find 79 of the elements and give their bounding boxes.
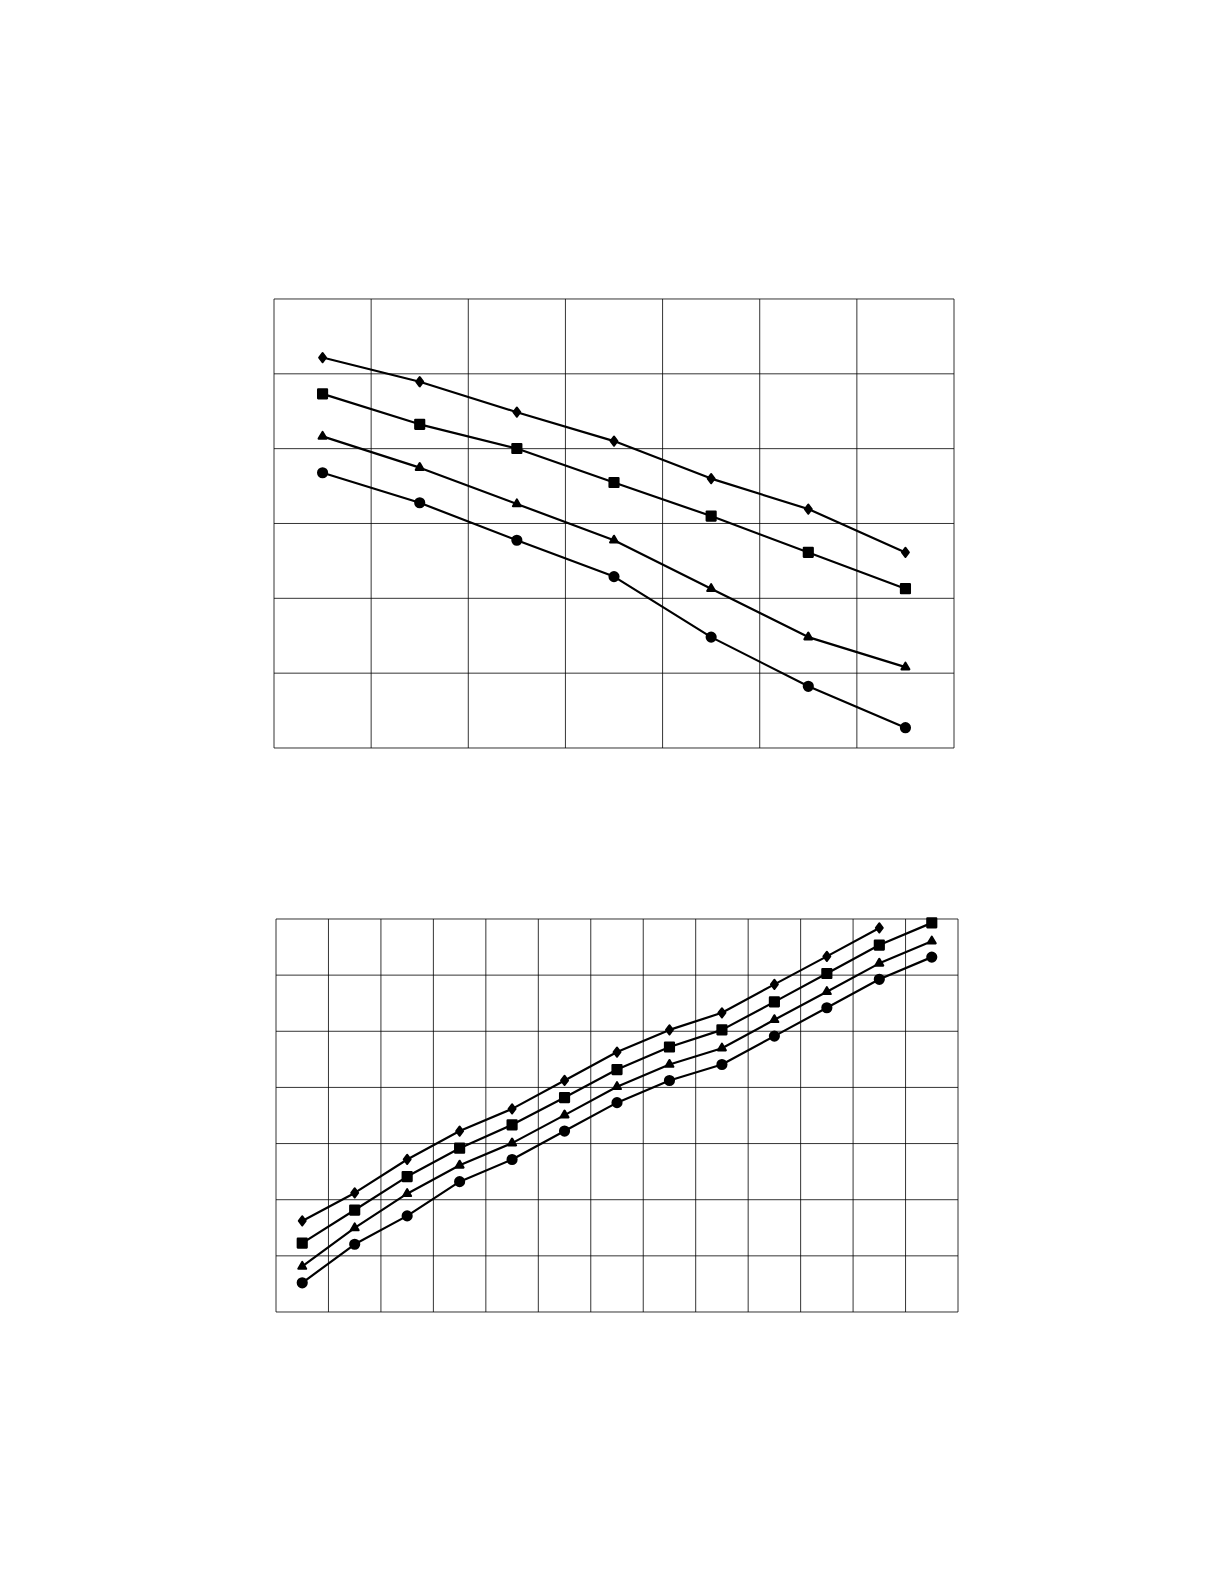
point [608, 571, 620, 583]
point [874, 957, 885, 967]
point [611, 1063, 623, 1076]
point [558, 1125, 571, 1137]
point [349, 1222, 360, 1232]
point [706, 473, 716, 485]
point [506, 1153, 518, 1166]
point [349, 1204, 361, 1216]
point [560, 1074, 570, 1087]
point [716, 1058, 728, 1071]
point [296, 1237, 308, 1249]
point [803, 631, 814, 641]
point [821, 1002, 833, 1014]
point [349, 1238, 361, 1250]
point [663, 1041, 676, 1053]
point [402, 1188, 413, 1198]
point [663, 1074, 676, 1087]
point [716, 1042, 727, 1052]
point [821, 967, 833, 980]
point [454, 1159, 465, 1169]
point [900, 546, 910, 558]
point [402, 1153, 412, 1166]
point [926, 951, 938, 963]
point [717, 1007, 727, 1019]
point [401, 1171, 413, 1183]
point [455, 1125, 465, 1137]
point [802, 546, 814, 558]
point [769, 978, 779, 990]
point [802, 680, 814, 692]
point [296, 1277, 308, 1289]
point [706, 583, 717, 593]
point [664, 1058, 675, 1068]
point [512, 406, 522, 418]
point [768, 996, 780, 1008]
point [559, 1109, 570, 1119]
point [316, 467, 329, 479]
point [558, 1092, 571, 1104]
point [401, 1210, 413, 1222]
point [874, 922, 884, 934]
point [822, 950, 832, 962]
point [899, 722, 912, 734]
point [317, 430, 328, 440]
point [511, 442, 523, 455]
point [665, 1024, 674, 1036]
point [297, 1215, 307, 1227]
point [926, 917, 938, 929]
point [507, 1137, 518, 1147]
point [414, 418, 426, 430]
point [415, 376, 425, 388]
point [705, 631, 717, 643]
point [316, 388, 329, 400]
point [609, 435, 619, 447]
point [716, 1024, 728, 1036]
point [705, 510, 717, 522]
point [769, 1014, 780, 1024]
point [768, 1030, 780, 1042]
point [609, 534, 619, 544]
point [511, 534, 523, 546]
point [611, 1097, 623, 1109]
point [900, 661, 911, 671]
point [821, 986, 832, 996]
point [297, 1260, 308, 1270]
point [414, 497, 426, 509]
point [899, 583, 912, 595]
point [511, 498, 522, 508]
point [873, 973, 885, 985]
point [506, 1119, 518, 1131]
point [612, 1081, 622, 1091]
point [318, 351, 328, 364]
point [414, 462, 425, 471]
point [608, 476, 620, 489]
point [507, 1103, 517, 1115]
point [926, 935, 937, 945]
point [454, 1142, 466, 1154]
point [350, 1187, 360, 1199]
point [454, 1176, 466, 1188]
point [612, 1046, 622, 1058]
point [803, 503, 813, 515]
point [873, 939, 885, 951]
